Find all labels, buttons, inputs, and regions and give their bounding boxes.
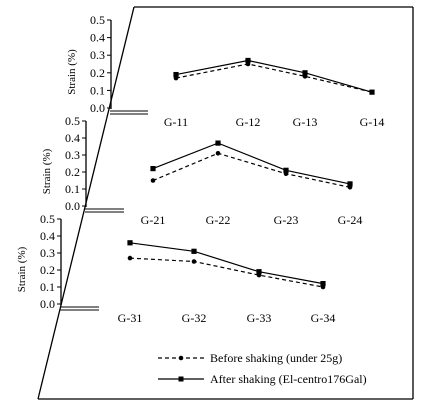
y-tick-label: 0.1 (65, 182, 80, 196)
strain-chart-panel-2: 0.5 0.4 0.3 0.2 0.1 0.0 Strain (%) G-21 G-22 G-23… (41, 114, 362, 227)
category-label: G-31 (118, 311, 143, 325)
y-tick-label: 0.2 (65, 165, 80, 179)
y-tick-label: 0.1 (40, 280, 55, 294)
y-tick-label: 0.3 (40, 246, 55, 260)
legend-after-label: After shaking (El-centro176Gal) (210, 372, 367, 386)
legend-after-marker (178, 376, 184, 382)
y-tick-label: 0.2 (90, 66, 105, 80)
series-before-point (215, 151, 221, 156)
category-label: G-14 (360, 115, 385, 129)
series-before-point (150, 178, 156, 183)
category-label: G-21 (141, 213, 166, 227)
legend-before-label: Before shaking (under 25g) (210, 351, 342, 365)
series-after-point (173, 71, 179, 78)
series-after-point (347, 181, 353, 187)
category-label: G-12 (236, 115, 261, 129)
series-after-line (129, 242, 324, 285)
category-label: G-11 (164, 115, 188, 129)
series-before-line (129, 257, 324, 288)
series-after-line (152, 142, 351, 185)
y-tick-label: 0.3 (90, 48, 105, 62)
y-tick-label: 0.0 (65, 199, 80, 213)
legend: Before shaking (under 25g) After shaking… (158, 351, 367, 386)
series-after-point (245, 57, 251, 64)
strain-chart-panel-1: 0.5 0.4 0.3 0.2 0.1 0.0 Strain (%) G-11 G-12 G-13… (66, 13, 384, 129)
y-tick-label: 0.4 (40, 229, 55, 243)
y-tick-label: 0.0 (90, 101, 105, 115)
series-after-line (175, 59, 373, 93)
y-tick-label: 0.0 (40, 297, 55, 311)
legend-before-marker (178, 355, 184, 361)
y-tick-label: 0.2 (40, 263, 55, 277)
series-after-point (150, 166, 156, 172)
series-after-point (215, 140, 221, 146)
series-after-point (320, 281, 326, 287)
y-tick-label: 0.4 (65, 131, 80, 145)
series-before-point (127, 255, 133, 261)
category-label: G-33 (247, 311, 272, 325)
y-axis-label: Strain (%) (16, 246, 28, 292)
y-axis-label: Strain (%) (66, 49, 78, 95)
category-label: G-32 (182, 311, 207, 325)
y-tick-label: 0.3 (65, 148, 80, 162)
series-after-point (369, 89, 375, 95)
series-before-line (175, 63, 373, 93)
y-tick-label: 0.5 (65, 114, 80, 128)
strain-chart-panel-3: 0.5 0.4 0.3 0.2 0.1 0.0 Strain (%) G-31 G-32 G-33… (16, 212, 335, 325)
series-before-point (191, 259, 197, 264)
series-after-point (256, 269, 262, 275)
y-tick-label: 0.5 (90, 13, 105, 27)
series-before-line (152, 152, 351, 188)
series-after-point (127, 240, 133, 246)
category-label: G-34 (311, 311, 336, 325)
series-after-point (191, 248, 197, 254)
y-tick-label: 0.1 (90, 83, 105, 97)
category-label: G-23 (274, 213, 299, 227)
category-label: G-24 (338, 213, 363, 227)
series-after-point (283, 167, 289, 173)
y-axis-label: Strain (%) (41, 148, 53, 194)
chart-panels: 0.5 0.4 0.3 0.2 0.1 0.0 Strain (%) G-11 G-12 G-13… (16, 13, 384, 325)
y-tick-label: 0.5 (40, 212, 55, 226)
category-label: G-13 (293, 115, 318, 129)
series-after-point (302, 70, 308, 76)
y-tick-label: 0.4 (90, 31, 105, 45)
category-label: G-22 (206, 213, 231, 227)
